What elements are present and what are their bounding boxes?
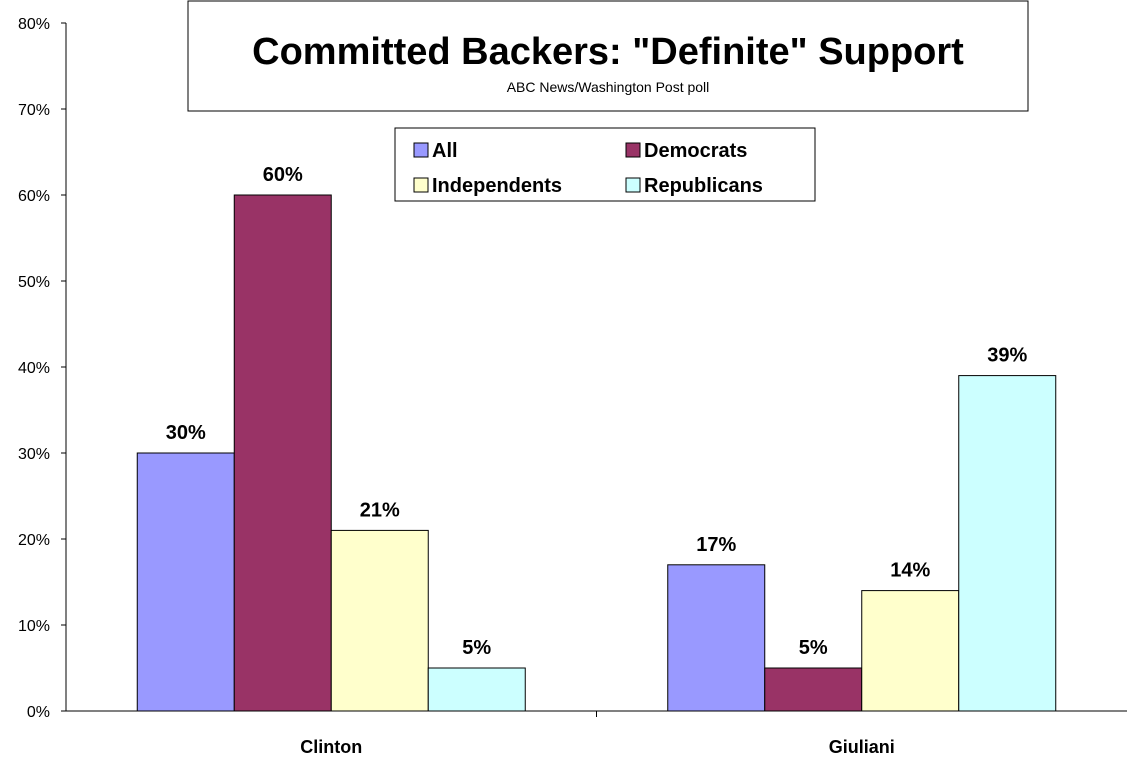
legend-label-all: All: [432, 140, 458, 162]
data-label: 39%: [987, 345, 1027, 367]
data-label: 14%: [890, 560, 930, 582]
legend-swatch-all: [413, 142, 429, 158]
legend-label-republicans: Republicans: [644, 175, 763, 197]
bar-independents-giuliani: [861, 590, 960, 712]
title-box: Committed Backers: "Definite" Support AB…: [187, 0, 1029, 112]
data-label: 17%: [696, 534, 736, 556]
bars: 30% 60% 21% 5% Clinton 17% 5% 14% 39% Giuliani: [136, 164, 1057, 757]
data-label: 5%: [799, 637, 828, 659]
bar-republicans-clinton: [427, 667, 526, 712]
bar-republicans-giuliani: [958, 375, 1057, 712]
y-tick-label: 60%: [18, 188, 50, 205]
bar-all-clinton: [136, 452, 235, 712]
y-tick-label: 40%: [18, 360, 50, 377]
y-tick-label: 80%: [18, 16, 50, 33]
bar-all-giuliani: [667, 564, 766, 712]
data-label: 60%: [263, 164, 303, 186]
legend-label-independents: Independents: [432, 175, 562, 197]
legend-label-democrats: Democrats: [644, 140, 747, 162]
y-tick-label: 20%: [18, 532, 50, 549]
data-label: 5%: [462, 637, 491, 659]
y-tick-label: 50%: [18, 274, 50, 291]
x-category-label: Clinton: [300, 737, 362, 757]
y-tick-label: 10%: [18, 618, 50, 635]
x-category-label: Giuliani: [829, 737, 895, 757]
bar-democrats-giuliani: [764, 667, 863, 712]
y-tick-label: 70%: [18, 102, 50, 119]
legend-frame: [394, 127, 816, 202]
legend: All Democrats Independents Republicans: [394, 127, 816, 202]
title-frame: [187, 0, 1029, 112]
legend-swatch-republicans: [625, 177, 641, 193]
y-tick-label: 0%: [27, 704, 50, 721]
y-tick-label: 30%: [18, 446, 50, 463]
legend-swatch-independents: [413, 177, 429, 193]
chart-title: Committed Backers: "Definite" Support: [252, 31, 964, 73]
bar-democrats-clinton: [233, 194, 332, 712]
data-label: 30%: [166, 422, 206, 444]
bar-independents-clinton: [330, 529, 429, 712]
chart-subtitle: ABC News/Washington Post poll: [507, 79, 710, 95]
legend-swatch-democrats: [625, 142, 641, 158]
data-label: 21%: [360, 499, 400, 521]
